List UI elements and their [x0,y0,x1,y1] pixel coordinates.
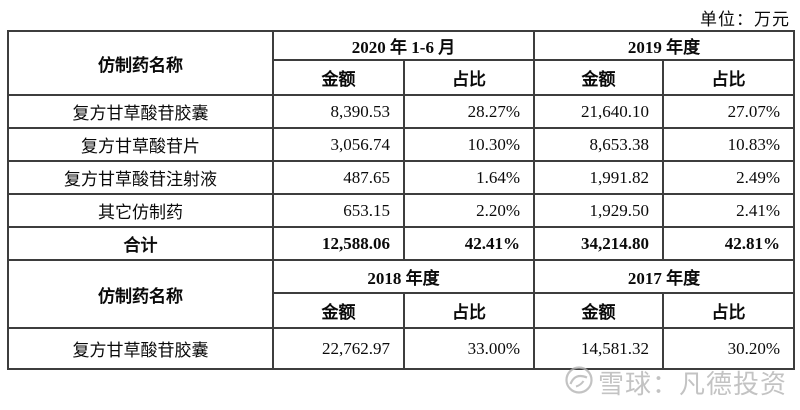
amount-cell: 22,762.97 [272,327,405,370]
total-label-cell: 合计 [7,226,274,261]
amount-cell: 1,991.82 [533,160,665,195]
ratio-cell: 28.27% [402,94,536,129]
drug-name-cell: 复方甘草酸苷片 [7,127,274,162]
amount-header: 金额 [533,292,665,329]
amount-header: 金额 [272,292,405,329]
table-row: 其它仿制药 653.15 2.20% 1,929.50 2.41% [7,193,796,228]
amount-cell: 8,390.53 [272,94,405,129]
total-ratio-cell: 42.81% [662,226,796,261]
amount-cell: 21,640.10 [533,94,665,129]
table-row: 复方甘草酸苷注射液 487.65 1.64% 1,991.82 2.49% [7,160,796,195]
amount-cell: 487.65 [272,160,405,195]
ratio-cell: 2.49% [662,160,796,195]
total-amount-cell: 34,214.80 [533,226,665,261]
unit-label: 单位：万元 [700,10,790,29]
snowball-icon [564,365,594,400]
period-header-2020h1: 2020 年 1-6 月 [271,30,536,61]
drug-name-cell: 复方甘草酸苷注射液 [7,160,274,195]
drug-name-cell: 复方甘草酸苷胶囊 [7,327,274,370]
amount-header: 金额 [272,59,405,96]
table-total-row: 合计 12,588.06 42.41% 34,214.80 42.81% [7,226,796,261]
ratio-cell: 1.64% [402,160,536,195]
ratio-cell: 33.00% [402,327,536,370]
table-header-row-periods-2: 仿制药名称 2018 年度 2017 年度 [7,259,796,329]
amount-cell: 653.15 [272,193,405,228]
table-row: 复方甘草酸苷胶囊 22,762.97 33.00% 14,581.32 30.2… [7,327,796,370]
drug-name-cell: 复方甘草酸苷胶囊 [7,94,274,129]
period-header-2017: 2017 年度 [533,259,796,294]
ratio-cell: 10.83% [662,127,796,162]
table-header-row-subcolumns-2: 金额 占比 金额 占比 [8,292,796,329]
amount-cell: 8,653.38 [533,127,665,162]
drug-name-cell: 其它仿制药 [7,193,274,228]
amount-cell: 14,581.32 [533,327,665,370]
ratio-cell: 10.30% [402,127,536,162]
ratio-cell: 30.20% [662,327,796,370]
ratio-header: 占比 [402,292,536,329]
name-column-header: 仿制药名称 [7,30,274,96]
period-header-2019: 2019 年度 [533,30,796,61]
ratio-cell: 2.41% [662,193,796,228]
name-column-header: 仿制药名称 [7,259,274,329]
table-row: 复方甘草酸苷胶囊 8,390.53 28.27% 21,640.10 27.07… [7,94,796,129]
table-header-row-periods-1: 仿制药名称 2020 年 1-6 月 2019 年度 [7,30,796,96]
period-header-2018: 2018 年度 [271,259,536,294]
table-header-row-subcolumns-1: 金额 占比 金额 占比 [8,59,796,96]
total-amount-cell: 12,588.06 [272,226,405,261]
amount-cell: 3,056.74 [272,127,405,162]
total-ratio-cell: 42.41% [402,226,536,261]
ratio-header: 占比 [662,292,796,329]
ratio-header: 占比 [402,59,536,96]
ratio-cell: 2.20% [402,193,536,228]
generic-drug-revenue-table: 仿制药名称 2020 年 1-6 月 2019 年度 金额 占比 金额 占比 复… [7,30,796,370]
ratio-header: 占比 [662,59,796,96]
ratio-cell: 27.07% [662,94,796,129]
amount-cell: 1,929.50 [533,193,665,228]
table-row: 复方甘草酸苷片 3,056.74 10.30% 8,653.38 10.83% [7,127,796,162]
amount-header: 金额 [533,59,665,96]
